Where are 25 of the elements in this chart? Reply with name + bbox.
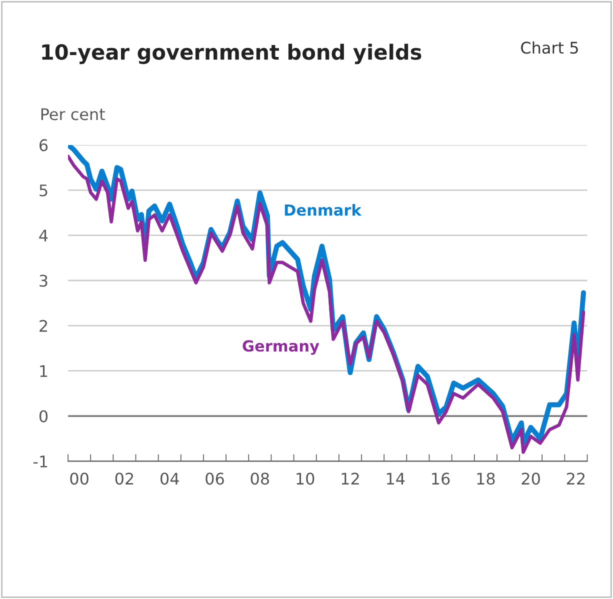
x-tick-label: 08 [250, 472, 269, 485]
y-axis-title: Per cent [41, 108, 105, 120]
chart-title: 10-year government bond yields [42, 44, 422, 64]
x-tick-label: 12 [342, 472, 359, 484]
y-tick-label: -1 [33, 456, 48, 468]
x-tick-label: 22 [566, 472, 585, 484]
y-tick-label: 4 [39, 230, 48, 242]
y-tick-label: 6 [40, 139, 48, 152]
y-tick-label: 3 [40, 274, 48, 287]
y-tick-label: 0 [39, 410, 48, 422]
y-tick-label: 1 [40, 365, 48, 377]
x-tick-label: 02 [115, 472, 134, 485]
x-tick-label: 18 [477, 472, 495, 485]
series-label: Denmark [284, 204, 362, 216]
chart-subtitle: Chart 5 [521, 41, 578, 54]
series-label: Germany [242, 340, 320, 355]
y-tick-label: 5 [40, 184, 48, 196]
x-tick-label: 14 [386, 472, 405, 484]
x-tick-label: 16 [432, 472, 450, 485]
x-tick-label: 04 [160, 472, 179, 485]
x-tick-label: 20 [522, 472, 540, 485]
x-tick-label: 10 [296, 472, 314, 485]
y-tick-label: 2 [40, 320, 47, 332]
x-tick-label: 06 [206, 472, 224, 485]
x-tick-label: 00 [70, 472, 88, 485]
